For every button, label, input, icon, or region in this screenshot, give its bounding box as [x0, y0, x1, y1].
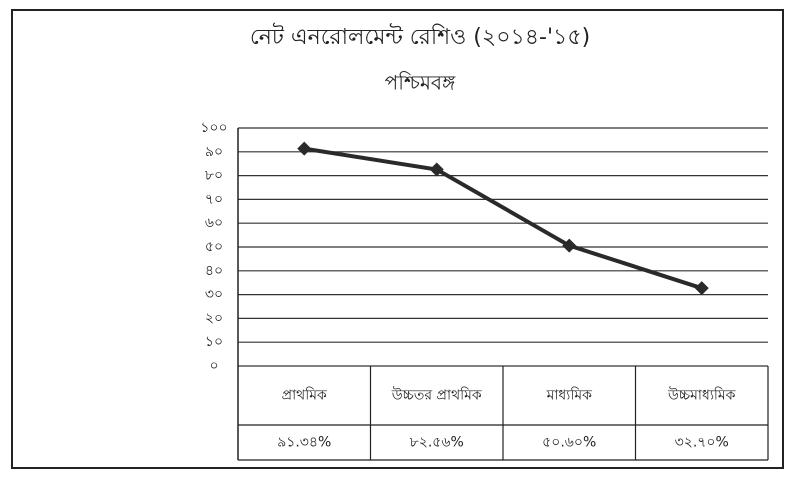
y-tick-label: ১০০ — [200, 120, 227, 136]
y-tick-label: ৪০ — [205, 263, 223, 279]
y-tick-label: ৮০ — [205, 168, 223, 184]
data-line — [303, 146, 703, 291]
value-label: ৩২.৭০% — [675, 435, 729, 451]
value-label: ৯১.৩৪% — [277, 435, 331, 451]
y-tick-label: ৫০ — [205, 239, 223, 255]
marker — [297, 141, 312, 156]
category-label: উচ্চতর প্রাথমিক — [391, 387, 482, 404]
y-tick-label: ৩০ — [205, 287, 223, 303]
y-tick-label: ৬০ — [205, 215, 223, 231]
marker — [429, 162, 444, 177]
y-tick-label: ৯০ — [205, 144, 223, 160]
category-label: মাধ্যমিক — [546, 387, 593, 404]
marker — [562, 238, 577, 253]
y-tick-label: ২০ — [205, 310, 223, 326]
y-tick-label: ১০ — [205, 334, 223, 350]
frame — [11, 9, 784, 469]
value-label: ৮২.৫৬% — [410, 435, 464, 451]
y-tick-label: ৭০ — [205, 191, 223, 207]
category-label: উচ্চমাধ্যমিক — [667, 387, 736, 404]
marker — [694, 281, 709, 296]
category-label: প্রাথমিক — [282, 387, 327, 404]
chart-title: নেট এনরোলমেন্ট রেশিও (২০১৪-'১৫) — [250, 23, 590, 50]
y-tick-label: ০ — [209, 358, 218, 374]
value-label: ৫০.৬০% — [542, 435, 596, 451]
chart-subtitle: পশ্চিমবঙ্গ — [385, 71, 456, 95]
